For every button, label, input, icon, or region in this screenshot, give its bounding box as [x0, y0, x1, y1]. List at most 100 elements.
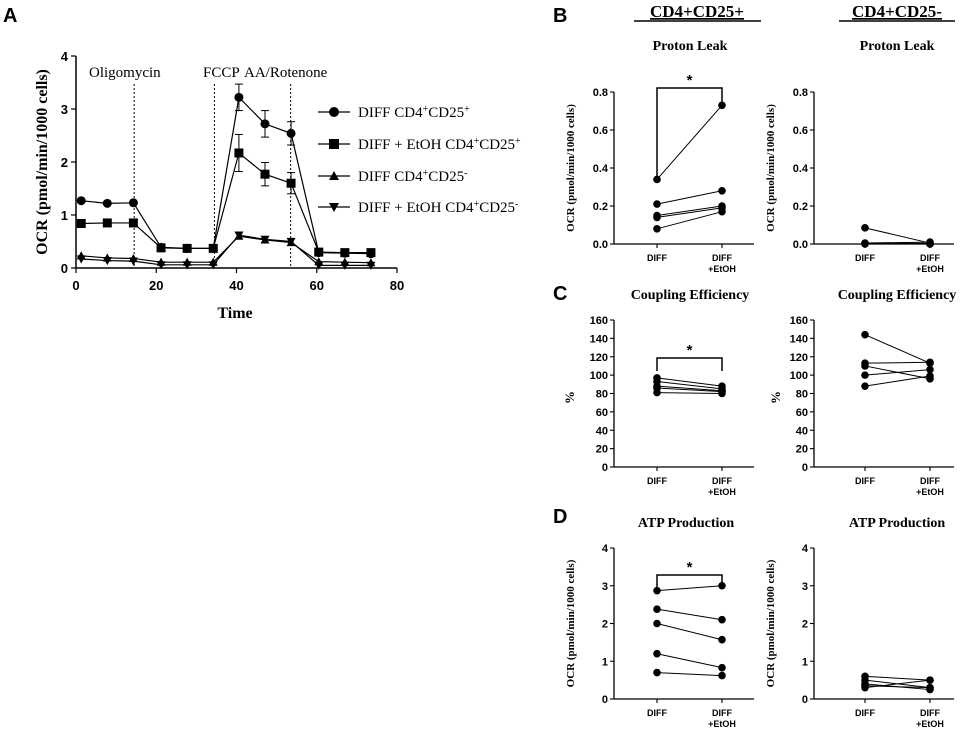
category-label-line: +EtOH — [708, 487, 736, 497]
pair-line — [864, 369, 931, 376]
paired-y-tick-label: 4 — [602, 543, 609, 555]
pair-point-diff — [653, 619, 661, 628]
category-label-line: +EtOH — [708, 719, 736, 729]
pair-line — [864, 241, 931, 244]
legend-label: DIFF + EtOH CD4+CD25+ — [358, 136, 521, 154]
data-point — [102, 218, 112, 228]
data-point — [182, 261, 192, 270]
category-label: DIFF — [855, 476, 875, 486]
pair-line — [656, 381, 723, 390]
pair-point-etoh — [718, 635, 726, 644]
legend-marker — [329, 203, 339, 212]
category-label-line: +EtOH — [708, 264, 736, 274]
panel-a-y-tick-label: 4 — [61, 49, 69, 64]
pair-line — [656, 205, 723, 216]
pair-line — [656, 190, 723, 205]
paired-y-tick-label: 140 — [790, 333, 808, 345]
series-line — [81, 234, 371, 266]
paired-chart-title: Proton Leak — [860, 39, 935, 54]
pair-point-diff — [653, 668, 661, 677]
pair-line — [656, 653, 723, 669]
legend-label-text: CD25 — [479, 137, 515, 153]
paired-chart-c-right: Coupling Efficiency 0 20 40 60 80 100 120 140 160… — [768, 288, 956, 497]
category-label: DIFF +EtOH — [708, 253, 736, 274]
paired-y-tick-label: 2 — [802, 619, 808, 631]
data-point — [102, 198, 112, 208]
paired-y-tick-label: 1 — [802, 656, 808, 668]
paired-y-axis-title: OCR (pmol/min/1000 cells) — [765, 559, 777, 687]
data-point — [366, 261, 376, 270]
panel-letter-a: A — [3, 5, 17, 27]
paired-chart-title: Coupling Efficiency — [838, 288, 957, 303]
significance-star: * — [687, 559, 693, 576]
pair-line — [864, 675, 931, 681]
pair-point-diff — [861, 224, 869, 232]
legend-label: DIFF CD4+CD25+ — [358, 104, 470, 122]
legend-label-sup: + — [515, 136, 521, 147]
pair-line — [656, 623, 723, 641]
pair-line — [656, 387, 723, 393]
legend-label-text: DIFF + EtOH CD4 — [358, 200, 474, 216]
pair-line — [656, 104, 723, 180]
pair-point-diff — [653, 605, 661, 613]
pair-line — [656, 211, 723, 230]
panel-letter-d: D — [553, 506, 567, 528]
panel-a-y-axis-title: OCR (pmol/min/1000 cells) — [34, 69, 51, 255]
paired-chart-title: ATP Production — [849, 516, 946, 531]
paired-y-tick-label: 0.2 — [593, 201, 608, 213]
data-point — [182, 243, 192, 253]
category-label-line: DIFF — [712, 708, 732, 718]
panel-a-x-tick-label: 0 — [72, 278, 79, 293]
data-point — [234, 148, 244, 158]
paired-y-tick-label: 0.8 — [793, 87, 808, 99]
data-point — [260, 169, 270, 179]
data-point — [208, 261, 218, 270]
legend-label-text: CD25 — [428, 169, 464, 185]
data-point — [76, 196, 86, 206]
pair-point-etoh — [718, 187, 726, 195]
pair-point-diff — [861, 239, 869, 248]
category-label: DIFF +EtOH — [708, 476, 736, 497]
category-label: DIFF +EtOH — [916, 708, 944, 729]
category-label-line: DIFF — [712, 476, 732, 486]
pair-point-etoh — [926, 372, 934, 380]
data-point — [102, 256, 112, 266]
injection-label: FCCP — [203, 65, 240, 81]
significance-bracket — [656, 574, 723, 588]
paired-chart-title: Proton Leak — [653, 39, 728, 54]
legend-marker — [329, 107, 339, 117]
pair-line — [864, 679, 931, 689]
panel-a-x-axis-title: Time — [217, 305, 252, 322]
paired-chart-title: Coupling Efficiency — [631, 288, 750, 303]
category-label-line: DIFF — [712, 253, 732, 263]
paired-y-axis-title: % — [562, 391, 577, 404]
data-point — [314, 247, 324, 257]
category-label-line: +EtOH — [916, 264, 944, 274]
data-point — [286, 178, 296, 188]
legend-label: DIFF + EtOH CD4+CD25- — [358, 199, 518, 217]
data-point — [286, 128, 296, 138]
pair-point-diff — [653, 213, 661, 222]
pair-line — [864, 334, 931, 364]
paired-y-tick-label: 100 — [590, 370, 608, 382]
pair-point-etoh — [926, 676, 934, 684]
legend-label-text: CD25 — [428, 105, 464, 121]
paired-y-tick-label: 40 — [596, 425, 608, 437]
pair-point-etoh — [718, 671, 726, 680]
pair-point-diff — [653, 388, 661, 397]
data-point — [314, 261, 324, 270]
pair-point-etoh — [718, 101, 726, 110]
category-label: DIFF — [855, 253, 875, 263]
panel-a-y-tick-label: 1 — [61, 208, 68, 223]
data-point — [76, 218, 86, 228]
panel-a-x-tick-label: 40 — [229, 278, 243, 293]
paired-y-tick-label: 0.8 — [593, 87, 608, 99]
pair-point-etoh — [718, 615, 726, 624]
panel-letter-c: C — [553, 283, 567, 305]
paired-y-tick-label: 1 — [602, 656, 608, 668]
